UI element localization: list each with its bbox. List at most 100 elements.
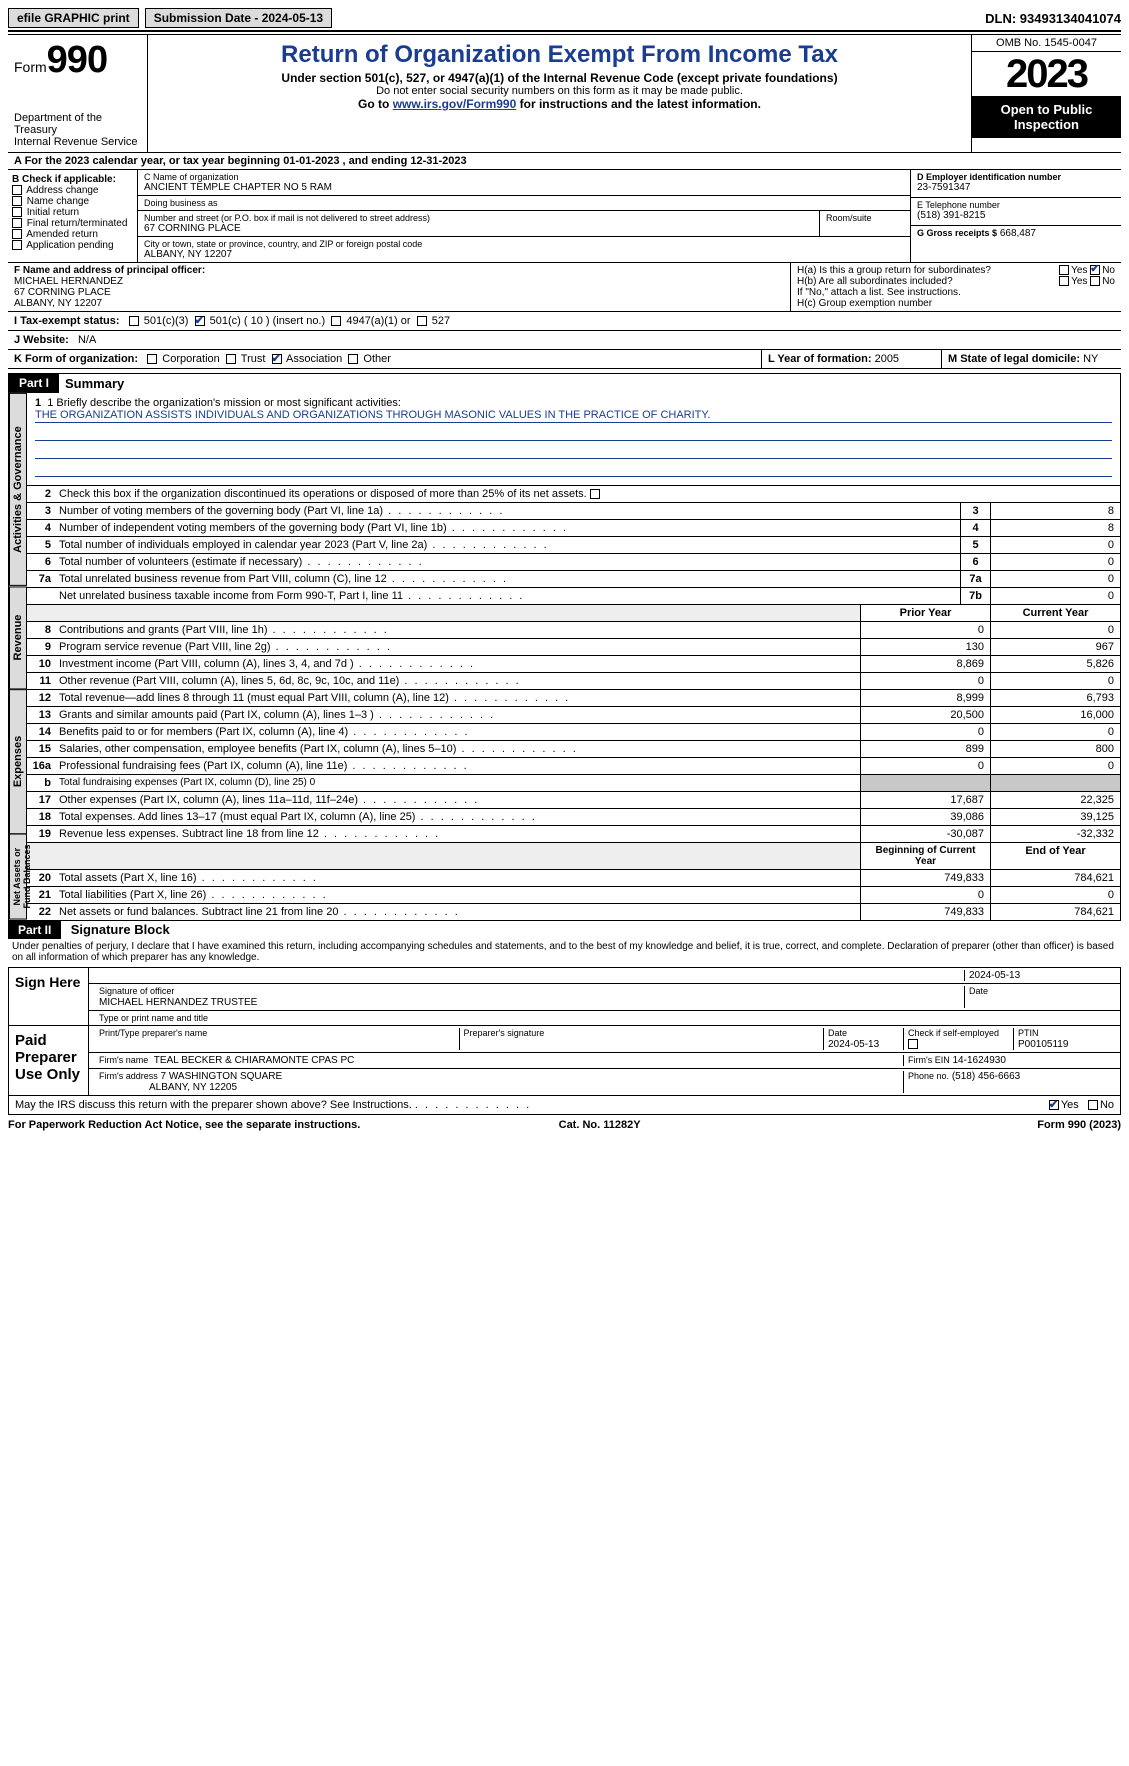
fh-block: F Name and address of principal officer:… (8, 262, 1121, 311)
phone-value: (518) 391-8215 (917, 210, 1115, 221)
section-b: B Check if applicable: Address change Na… (8, 170, 138, 262)
section-h: H(a) Is this a group return for subordin… (791, 263, 1121, 311)
sign-here-label: Sign Here (9, 968, 89, 1025)
b-checkbox-3[interactable] (12, 218, 22, 228)
col-prior-year: Prior Year (860, 605, 990, 621)
prep-date-label: Date (828, 1028, 847, 1038)
col-end-year: End of Year (990, 843, 1120, 869)
ha-label: H(a) Is this a group return for subordin… (797, 265, 991, 276)
section-deg: D Employer identification number 23-7591… (911, 170, 1121, 262)
ha-no-checkbox[interactable] (1090, 265, 1100, 275)
part1-header: Part I (9, 374, 59, 393)
penalty-statement: Under penalties of perjury, I declare th… (8, 939, 1121, 965)
discuss-row: May the IRS discuss this return with the… (8, 1096, 1121, 1115)
top-bar: efile GRAPHIC print Submission Date - 20… (8, 8, 1121, 32)
b-item: Amended return (12, 229, 133, 240)
k-checkbox-0[interactable] (147, 354, 157, 364)
paid-preparer-label: Paid Preparer Use Only (9, 1026, 89, 1095)
p1-line-13: 13Grants and similar amounts paid (Part … (27, 706, 1120, 723)
i-checkbox-2[interactable] (331, 316, 341, 326)
ptin-label: PTIN (1018, 1028, 1039, 1038)
year-formation: 2005 (875, 353, 899, 365)
hc-label: H(c) Group exemption number (797, 298, 1115, 309)
phone-label: E Telephone number (917, 200, 1115, 210)
tab-net-assets: Net Assets or Fund Balances (9, 834, 27, 920)
p1-line-11: 11Other revenue (Part VIII, column (A), … (27, 672, 1120, 689)
entity-block: B Check if applicable: Address change Na… (8, 170, 1121, 262)
i-checkbox-0[interactable] (129, 316, 139, 326)
ssn-note: Do not enter social security numbers on … (156, 85, 963, 97)
sig-officer-label: Signature of officer (99, 986, 174, 996)
k-checkbox-2[interactable] (272, 354, 282, 364)
submission-date-button[interactable]: Submission Date - 2024-05-13 (145, 8, 332, 28)
prep-sig-label: Preparer's signature (464, 1028, 545, 1038)
firm-name-label: Firm's name (99, 1055, 148, 1065)
b-checkbox-2[interactable] (12, 207, 22, 217)
firm-name: TEAL BECKER & CHIARAMONTE CPAS PC (154, 1055, 355, 1066)
form-subtitle: Under section 501(c), 527, or 4947(a)(1)… (156, 71, 963, 85)
b-item: Address change (12, 185, 133, 196)
firm-phone: (518) 456-6663 (952, 1071, 1020, 1082)
street-address: 67 CORNING PLACE (144, 223, 813, 234)
org-name: ANCIENT TEMPLE CHAPTER NO 5 RAM (144, 182, 904, 193)
p1-line-7a: 7aTotal unrelated business revenue from … (27, 570, 1120, 587)
firm-phone-label: Phone no. (908, 1071, 949, 1081)
line2-checkbox[interactable] (590, 489, 600, 499)
col-begin-year: Beginning of Current Year (860, 843, 990, 869)
dln-label: DLN: 93493134041074 (985, 11, 1121, 26)
form-ref: Form 990 (2023) (1037, 1119, 1121, 1131)
p1-line-3: 3Number of voting members of the governi… (27, 502, 1120, 519)
b-checkbox-1[interactable] (12, 196, 22, 206)
b-item: Name change (12, 196, 133, 207)
prep-name-label: Print/Type preparer's name (99, 1028, 207, 1038)
p1-line-16a: 16aProfessional fundraising fees (Part I… (27, 757, 1120, 774)
form-header: Form990 Department of the Treasury Inter… (8, 34, 1121, 153)
p1-line-8: 8Contributions and grants (Part VIII, li… (27, 621, 1120, 638)
row-klm: K Form of organization: Corporation Trus… (8, 349, 1121, 369)
part2-header: Part II (8, 921, 61, 939)
type-name-label: Type or print name and title (95, 1013, 212, 1023)
firm-ein-label: Firm's EIN (908, 1055, 950, 1065)
instructions-note: Go to www.irs.gov/Form990 for instructio… (156, 97, 963, 111)
ha-yes-checkbox[interactable] (1059, 265, 1069, 275)
irs-link[interactable]: www.irs.gov/Form990 (393, 97, 517, 111)
p1-line-22: 22Net assets or fund balances. Subtract … (27, 903, 1120, 920)
firm-addr1: 7 WASHINGTON SQUARE (161, 1071, 283, 1082)
b-checkbox-0[interactable] (12, 185, 22, 195)
mission-label: 1 Briefly describe the organization's mi… (47, 397, 401, 409)
prep-date: 2024-05-13 (828, 1039, 879, 1050)
p1-line-4: 4Number of independent voting members of… (27, 519, 1120, 536)
p1-line-14: 14Benefits paid to or for members (Part … (27, 723, 1120, 740)
gross-receipts-label: G Gross receipts $ (917, 228, 997, 238)
firm-addr2: ALBANY, NY 12205 (149, 1082, 237, 1093)
p1-line-6: 6Total number of volunteers (estimate if… (27, 553, 1120, 570)
signature-block: Sign Here 2024-05-13 Signature of office… (8, 967, 1121, 1096)
ein-label: D Employer identification number (917, 172, 1115, 182)
p1-line-15: 15Salaries, other compensation, employee… (27, 740, 1120, 757)
p1-line-12: 12Total revenue—add lines 8 through 11 (… (27, 689, 1120, 706)
sig-date-label: Date (969, 986, 988, 996)
k-checkbox-3[interactable] (348, 354, 358, 364)
discuss-label: May the IRS discuss this return with the… (15, 1099, 412, 1111)
hb-yes-checkbox[interactable] (1059, 276, 1069, 286)
discuss-no-checkbox[interactable] (1088, 1100, 1098, 1110)
discuss-yes-checkbox[interactable] (1049, 1100, 1059, 1110)
tax-exempt-label: I Tax-exempt status: (14, 315, 120, 327)
b-item: Initial return (12, 207, 133, 218)
officer-sig-name: MICHAEL HERNANDEZ TRUSTEE (99, 997, 257, 1008)
hb-no-checkbox[interactable] (1090, 276, 1100, 286)
p1-line-10: 10Investment income (Part VIII, column (… (27, 655, 1120, 672)
officer-addr1: 67 CORNING PLACE (14, 287, 784, 298)
self-emp-checkbox[interactable] (908, 1039, 918, 1049)
hb-label: H(b) Are all subordinates included? (797, 276, 953, 287)
efile-print-button[interactable]: efile GRAPHIC print (8, 8, 139, 28)
p1-line-21: 21Total liabilities (Part X, line 26)00 (27, 886, 1120, 903)
b-checkbox-4[interactable] (12, 229, 22, 239)
i-checkbox-1[interactable] (195, 316, 205, 326)
b-checkbox-5[interactable] (12, 240, 22, 250)
row-a-tax-year: A For the 2023 calendar year, or tax yea… (8, 153, 1121, 170)
k-checkbox-1[interactable] (226, 354, 236, 364)
mission-block: 1 1 Briefly describe the organization's … (27, 393, 1120, 485)
i-checkbox-3[interactable] (417, 316, 427, 326)
year-formation-label: L Year of formation: (768, 353, 872, 365)
